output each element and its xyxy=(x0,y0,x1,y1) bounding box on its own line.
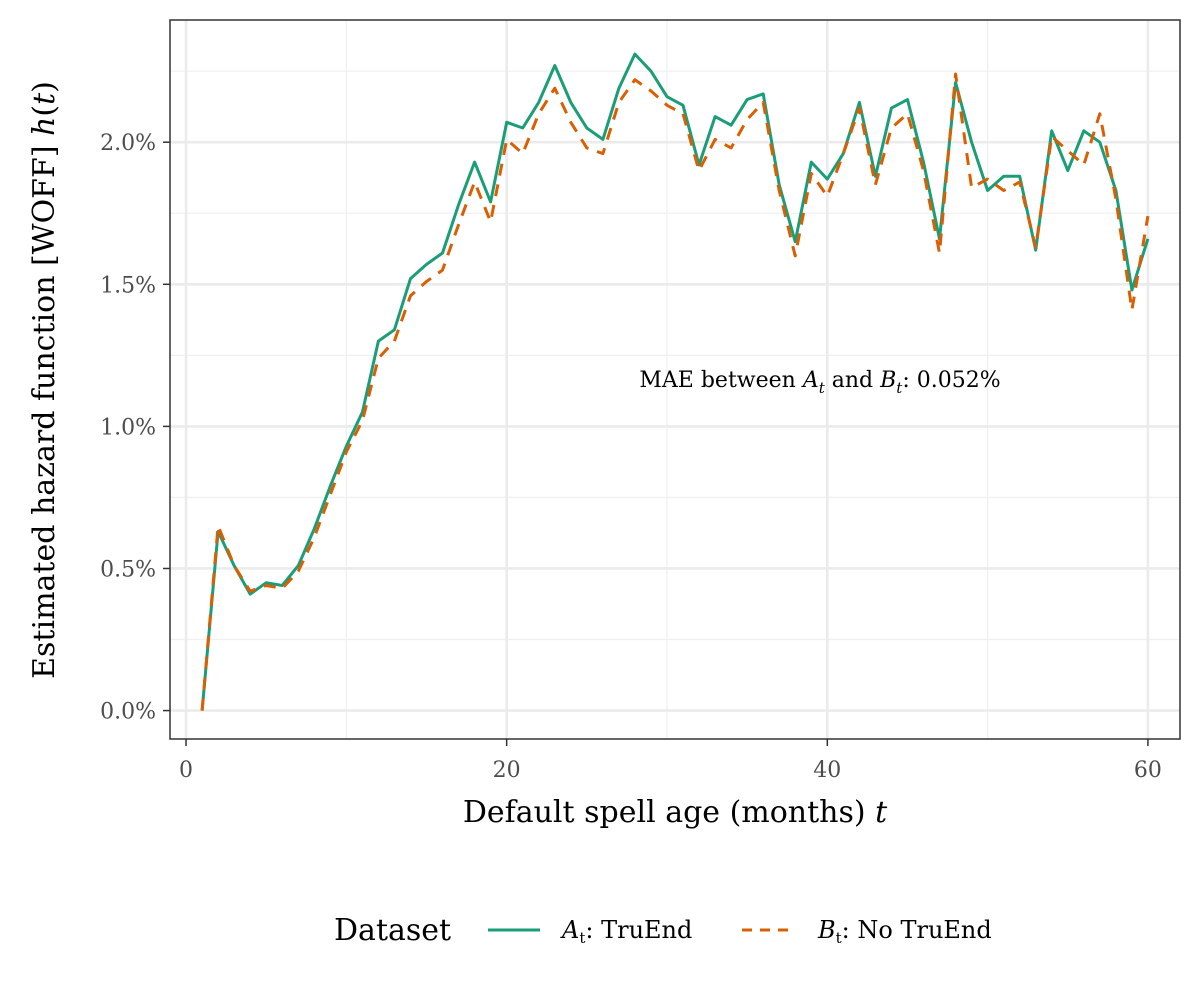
x-tick-label: 0 xyxy=(179,758,193,783)
y-tick-label: 0.5% xyxy=(100,557,156,582)
y-axis-ticks: 0.0% 0.5% 1.0% 1.5% 2.0% xyxy=(100,131,170,725)
legend: Dataset At: TruEnd Bt: No TruEnd xyxy=(334,913,992,948)
legend-title: Dataset xyxy=(334,913,451,948)
x-axis-ticks: 0 20 40 60 xyxy=(179,739,1162,783)
y-tick-label: 1.5% xyxy=(100,273,156,298)
x-tick-label: 40 xyxy=(813,758,841,783)
y-tick-label: 1.0% xyxy=(100,415,156,440)
series-layer xyxy=(200,52,1150,711)
y-tick-label: 2.0% xyxy=(100,131,156,156)
panel-border xyxy=(169,19,1181,740)
y-axis-title: Estimated hazard function [WOFF] h(t) xyxy=(27,81,62,679)
y-tick-label: 0.0% xyxy=(100,700,156,725)
x-axis-title: Default spell age (months) t xyxy=(463,795,888,830)
major-gridlines xyxy=(170,20,1180,739)
x-tick-label: 60 xyxy=(1134,758,1162,783)
minor-gridlines xyxy=(170,20,1180,739)
series-line-no-truend xyxy=(200,72,1150,711)
legend-label-no-truend: Bt: No TruEnd xyxy=(817,916,992,947)
legend-label-truend: At: TruEnd xyxy=(560,916,692,947)
mae-annotation: MAE between At and Bt: 0.052% xyxy=(639,368,1000,397)
x-tick-label: 20 xyxy=(493,758,521,783)
series-line-truend xyxy=(200,52,1150,711)
